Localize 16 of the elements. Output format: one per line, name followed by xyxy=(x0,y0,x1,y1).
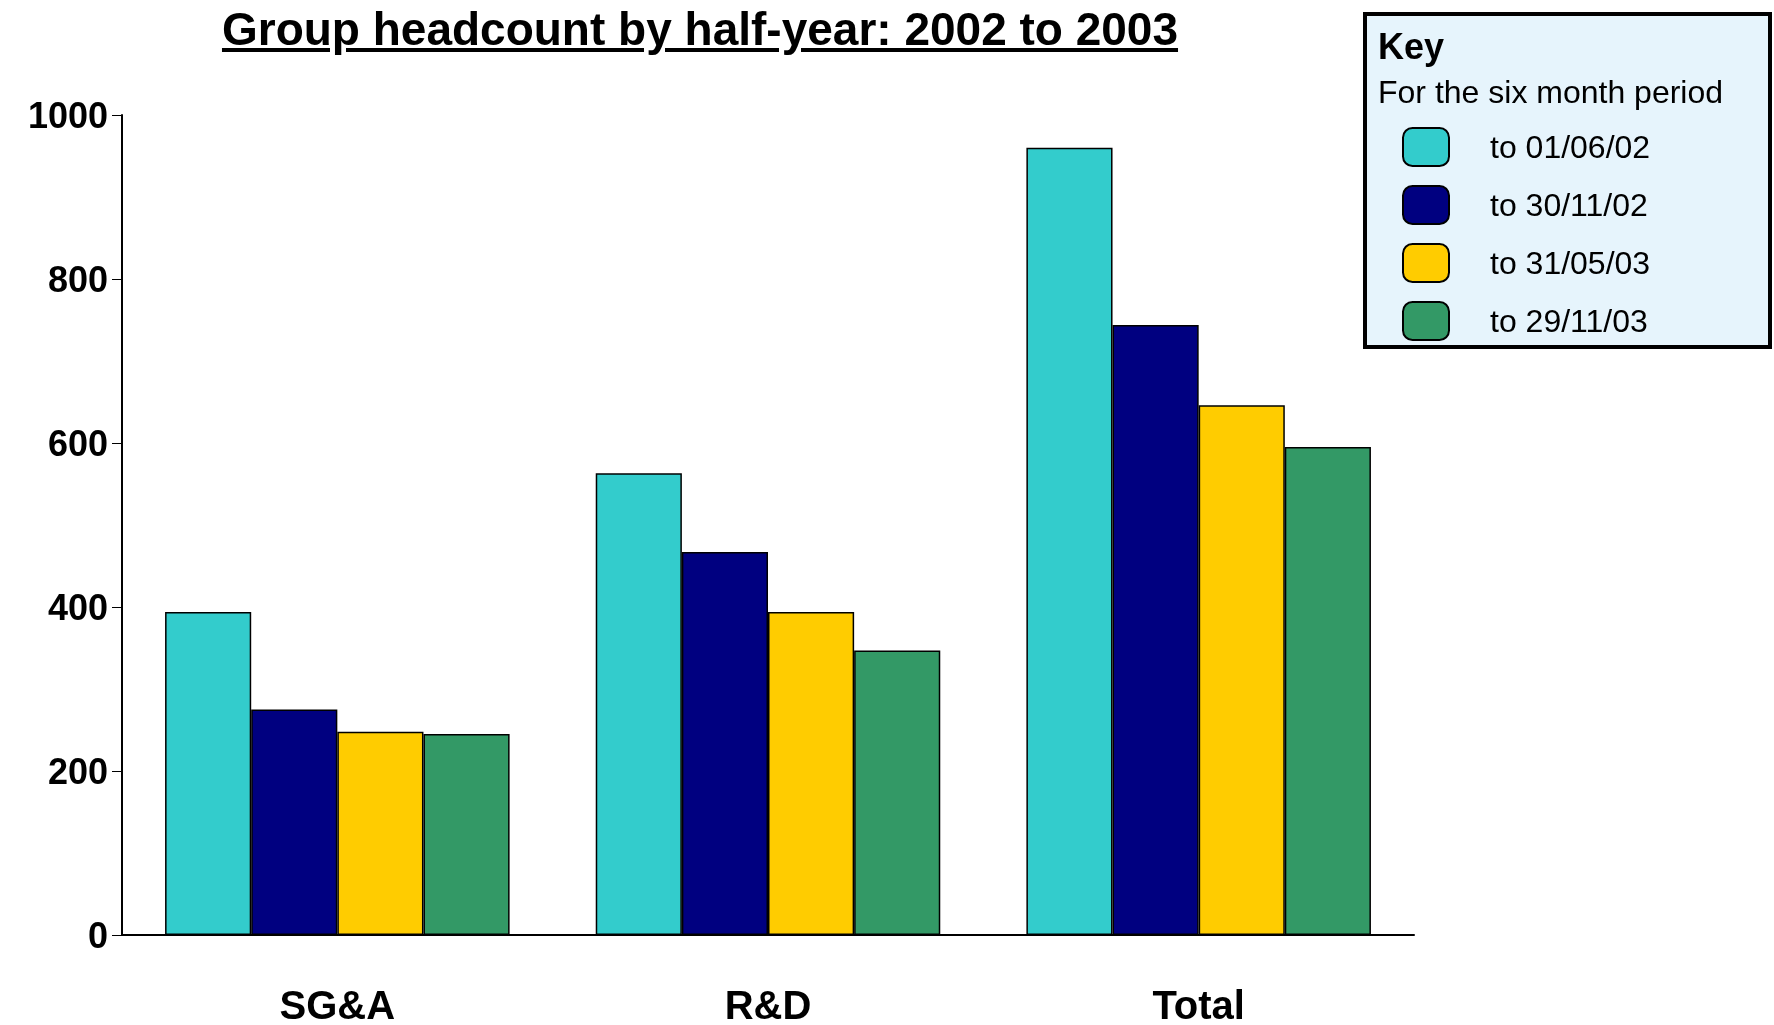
y-tick-label: 200 xyxy=(47,750,108,792)
y-tick-label: 600 xyxy=(47,422,108,464)
y-tick-label: 0 xyxy=(87,914,108,956)
x-tick-label: SG&A xyxy=(279,983,396,1025)
legend-label: to 30/11/02 xyxy=(1490,187,1648,223)
legend-label: to 31/05/03 xyxy=(1490,245,1651,281)
text: For the six month period xyxy=(1378,74,1724,110)
legend-title: Key xyxy=(1378,25,1445,67)
x-tick-label: R&D xyxy=(724,983,812,1025)
y-tick-label: 800 xyxy=(47,258,108,300)
legend-label: to 29/11/03 xyxy=(1490,303,1648,339)
x-tick-label: Total xyxy=(1152,983,1245,1025)
legend-label: to 01/06/02 xyxy=(1490,129,1651,165)
y-tick-label: 400 xyxy=(47,586,108,628)
chart-title: Group headcount by half-year: 2002 to 2003 xyxy=(220,2,1180,56)
y-tick-label: 1000 xyxy=(27,94,108,136)
